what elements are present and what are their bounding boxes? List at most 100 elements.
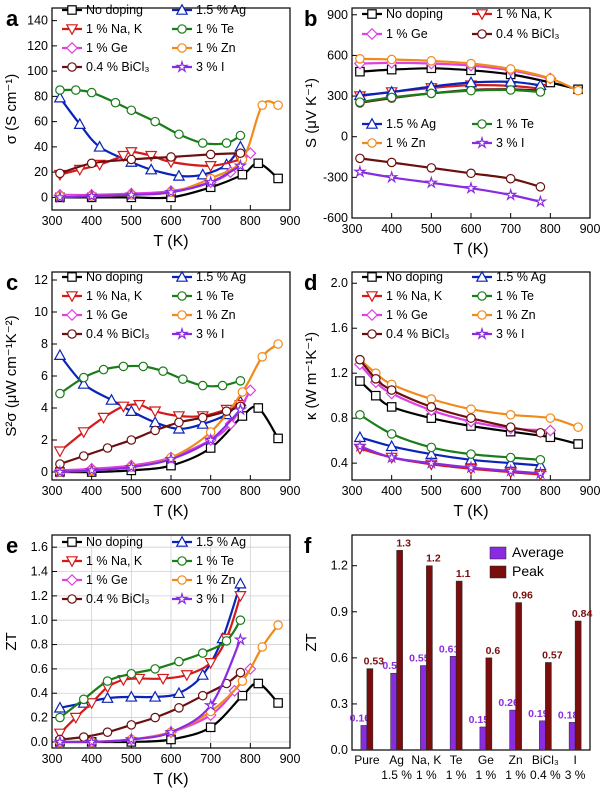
legend-marker: [475, 326, 489, 340]
data-point: [144, 150, 158, 163]
y-tick-label: 300: [327, 89, 348, 103]
data-point: [355, 54, 365, 64]
legend-entry: 1 % Zn: [172, 308, 236, 322]
x-tick-label: 700: [500, 484, 521, 498]
data-point: [102, 676, 113, 686]
legend-entry: 1 % Ge: [362, 308, 428, 322]
data-point: [174, 703, 184, 713]
data-point: [53, 464, 67, 478]
series-3 % I: [353, 164, 548, 208]
y-tick-label: 1.6: [31, 540, 48, 554]
legend-entry: Average: [489, 544, 564, 560]
data-point: [158, 366, 168, 376]
series-1.5 % Ag: [353, 75, 547, 101]
category-label: Ge: [478, 753, 494, 767]
y-tick-label: 0: [41, 465, 48, 479]
legend-label: 1 % Te: [196, 289, 234, 303]
y-tick-label: 80: [34, 89, 48, 103]
x-tick-label: 600: [461, 222, 482, 236]
bar-value-label: 0.57: [542, 649, 563, 661]
legend-label: 1 % Na, K: [86, 554, 143, 568]
data-point: [535, 87, 546, 97]
data-point: [150, 712, 160, 723]
series-1.5 % Ag: [53, 91, 247, 181]
data-point: [253, 678, 264, 689]
data-point: [150, 425, 160, 436]
legend-marker: [67, 62, 77, 72]
data-point: [464, 460, 478, 474]
data-point: [138, 361, 149, 372]
y-tick-label: 0.9: [331, 605, 348, 619]
data-point: [124, 732, 139, 746]
data-point: [257, 642, 268, 652]
data-point: [386, 92, 397, 103]
legend-marker: [365, 291, 379, 303]
series-line: [59, 100, 279, 198]
bar-average: [479, 726, 487, 751]
x-tick-label: 400: [81, 214, 102, 228]
legend-entry: 1 % Na, K: [362, 289, 443, 303]
data-point: [573, 85, 583, 96]
data-point: [235, 615, 246, 625]
legend-label: 0.4 % BiCl₃: [86, 60, 149, 74]
x-tick-label: 700: [200, 484, 221, 498]
legend-swatch: [489, 565, 507, 579]
data-point: [235, 667, 246, 678]
x-tick-label: 300: [42, 484, 63, 498]
data-point: [196, 668, 209, 680]
data-point: [204, 657, 217, 670]
legend-marker: [365, 27, 379, 41]
data-point: [98, 364, 109, 375]
category-label: Zn: [509, 753, 523, 767]
data-point: [126, 435, 137, 445]
legend-label: No doping: [386, 7, 443, 21]
bar-value-label: 0.26: [498, 697, 519, 709]
y-tick-label: 1.6: [331, 321, 348, 335]
data-point: [124, 459, 139, 474]
panel-e: 300 400 500 600 700 800 900 0.0 0.2 0.4 0.6 0.8 1.0 1…: [3, 533, 300, 788]
y-tick-label: 0.8: [331, 411, 348, 425]
data-point: [386, 402, 397, 412]
data-point: [118, 361, 129, 372]
legend-marker: [477, 29, 487, 39]
data-point: [125, 404, 138, 416]
series-3 % I: [353, 439, 548, 480]
data-point: [84, 734, 99, 748]
legend-label: 1 % Na, K: [86, 22, 143, 36]
legend-entry: 3 % I: [472, 135, 525, 150]
legend-label: 1.5 % Ag: [386, 117, 436, 131]
data-point: [235, 130, 246, 141]
legend-label: 1 % Zn: [386, 136, 426, 150]
legend-entry: 1 % Zn: [172, 41, 236, 55]
x-tick-label: 400: [381, 484, 402, 498]
legend-marker: [67, 537, 77, 547]
data-point: [126, 154, 137, 165]
data-point: [197, 380, 208, 391]
legend-label: 1 % Na, K: [86, 289, 143, 303]
y-tick-label: -300: [323, 170, 348, 184]
data-point: [84, 463, 99, 477]
data-point: [117, 401, 130, 413]
category-label: Te: [450, 753, 463, 767]
panel-label: f: [304, 533, 312, 558]
category-sublabel: 1.5 %: [381, 768, 412, 782]
x-tick-label: 900: [580, 222, 600, 236]
legend-entry: 1 % Zn: [172, 573, 236, 587]
x-tick-label: 300: [342, 484, 363, 498]
data-point: [535, 182, 546, 192]
data-point: [424, 175, 439, 189]
legend-entry: 1 % Ge: [62, 308, 128, 322]
data-point: [533, 194, 548, 208]
legend-marker: [477, 291, 487, 301]
legend-marker: [475, 9, 489, 21]
data-point: [69, 712, 83, 725]
data-point: [93, 140, 106, 152]
data-point: [148, 690, 162, 702]
x-tick-label: 300: [342, 222, 363, 236]
panel-c: 300 400 500 600 700 800 900 0 2 4 6 8 10 12 T (K) S²σ (…: [3, 270, 300, 520]
legend-entry: No doping: [62, 270, 143, 284]
y-tick-label: 2.0: [331, 276, 348, 290]
legend-label: 1 % Te: [496, 289, 534, 303]
bar-peak: [366, 668, 374, 751]
data-point: [203, 432, 218, 446]
